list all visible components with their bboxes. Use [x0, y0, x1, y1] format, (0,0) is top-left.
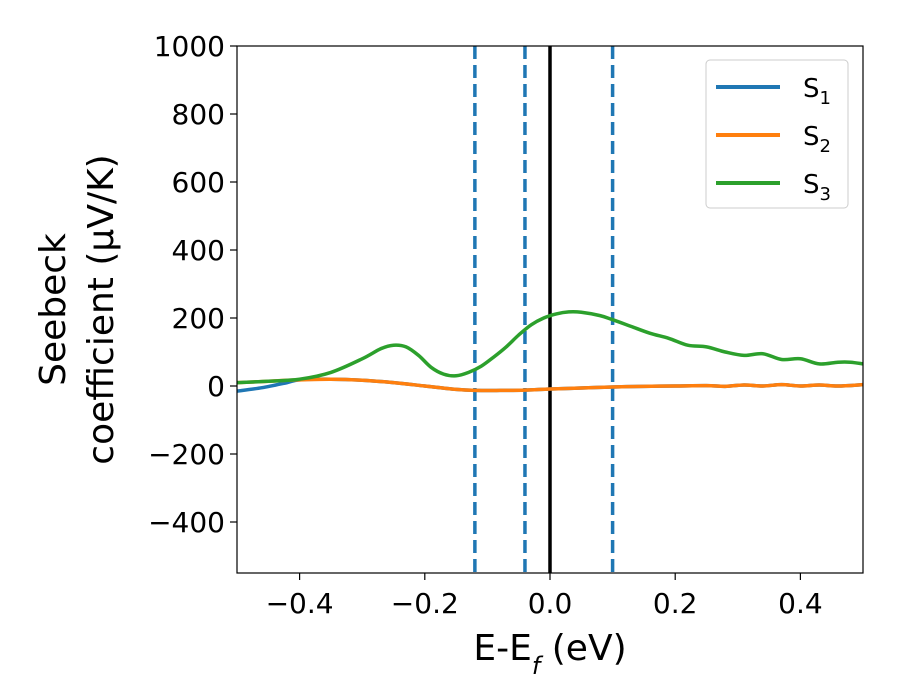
- x-axis-ticks: −0.4 −0.2 0.0 0.2 0.4: [266, 573, 823, 620]
- legend-item-s3: S3: [716, 170, 831, 205]
- x-tick-label: 0.2: [653, 587, 698, 620]
- series-line-s2: [237, 377, 863, 393]
- x-axis-title: E-Ef (eV): [473, 628, 626, 680]
- y-tick-label: 1000: [154, 30, 225, 63]
- x-tick-label: −0.4: [266, 587, 334, 620]
- y-tick-label: −400: [148, 506, 225, 539]
- legend-label: S3: [803, 170, 831, 205]
- reference-lines: [473, 46, 615, 573]
- y-tick-label: −200: [148, 438, 225, 471]
- x-axis-title-unit: (eV): [540, 628, 626, 669]
- y-tick-label: 600: [172, 166, 225, 199]
- y-tick-label: 0: [207, 370, 225, 403]
- legend-item-s1: S1: [716, 74, 831, 109]
- y-axis-title: Seebeck coefficient (μV/K): [33, 154, 122, 464]
- x-tick-label: −0.2: [391, 587, 459, 620]
- y-axis-title-line1: Seebeck: [33, 233, 74, 386]
- y-axis-title-line2: coefficient (μV/K): [81, 154, 122, 464]
- legend-label: S1: [803, 74, 831, 109]
- y-tick-label: 800: [172, 98, 225, 131]
- x-axis-title-main: E-E: [473, 628, 531, 669]
- series-lines: [237, 309, 863, 393]
- y-tick-label: 200: [172, 302, 225, 335]
- x-tick-label: 0.4: [778, 587, 823, 620]
- x-tick-label: 0.0: [528, 587, 573, 620]
- series-line-s3: [237, 309, 863, 385]
- legend-label: S2: [803, 122, 831, 157]
- y-axis-ticks: −400 −200 0 200 400 600 800 1000: [148, 30, 237, 539]
- y-tick-label: 400: [172, 234, 225, 267]
- legend: S1 S2 S3: [705, 59, 849, 209]
- legend-item-s2: S2: [716, 122, 831, 157]
